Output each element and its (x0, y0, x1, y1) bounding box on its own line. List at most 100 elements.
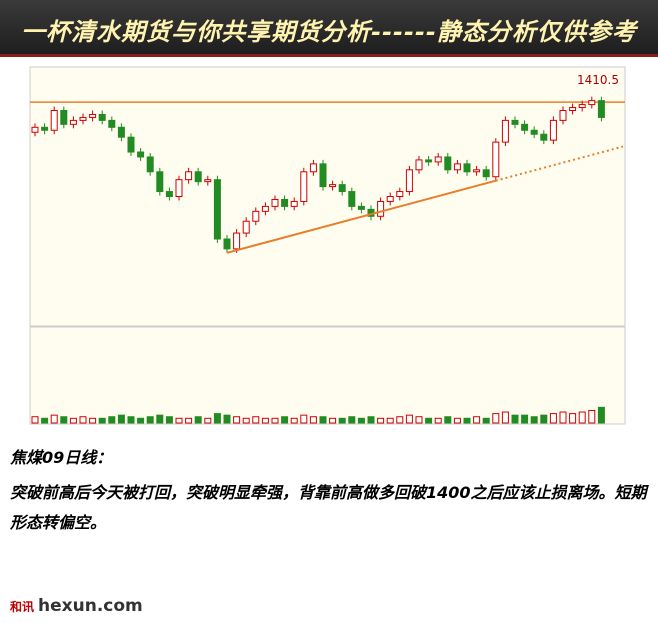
chart: 1410.5 (29, 66, 626, 425)
candle-body (175, 179, 183, 197)
volume-bar (492, 413, 500, 424)
header: 一杯清水期货与你共享期货分析------静态分析仅供参考 (0, 0, 658, 57)
volume-bar (213, 413, 221, 424)
candle-body (530, 129, 538, 135)
volume-bar (223, 414, 231, 424)
volume-bar (290, 417, 298, 424)
candle-body (204, 179, 212, 183)
volume-bar (329, 417, 337, 424)
candle-body (377, 200, 385, 217)
volume-bar (60, 416, 68, 424)
volume-bar (530, 416, 538, 424)
candle-body (146, 156, 154, 173)
volume-bar (261, 417, 269, 424)
candle-body (319, 163, 327, 188)
candle-body (386, 196, 394, 202)
candle-body (348, 191, 356, 207)
volume-bar (425, 417, 433, 424)
caption-body: 突破前高后今天被打回，突破明显牵强，背靠前高做多回破1400之后应该止损离场。短… (10, 483, 647, 532)
volume-bar (569, 413, 577, 424)
volume-bar (482, 417, 490, 424)
volume-bar (338, 417, 346, 424)
candle-body (597, 100, 605, 118)
volume-bar (473, 416, 481, 424)
volume-bar (309, 416, 317, 424)
volume-bar (137, 417, 145, 424)
volume-bar (386, 417, 394, 424)
candle-body (338, 184, 346, 193)
volume-bar (175, 417, 183, 424)
volume-bar (319, 416, 327, 424)
candle-body (41, 126, 49, 131)
volume-bar (549, 413, 557, 424)
candle-body (108, 119, 116, 128)
candle-body (261, 205, 269, 212)
price-panel (29, 66, 626, 327)
trendline-extension (495, 145, 624, 182)
candle-body (281, 198, 289, 207)
volume-panel (29, 326, 626, 425)
volume-bar (511, 414, 519, 424)
candle-body (137, 151, 145, 158)
candle-body (309, 163, 317, 173)
candle-body (425, 159, 433, 163)
volume-bar (367, 416, 375, 424)
candle-body (89, 113, 97, 118)
candle-body (559, 110, 567, 121)
candle-body (223, 238, 231, 250)
volume-bar (146, 416, 154, 424)
candle-body (156, 171, 164, 193)
candle-body (578, 104, 586, 109)
candle-body (540, 133, 548, 141)
volume-bar (50, 414, 58, 424)
volume-bar (396, 416, 404, 424)
footer-logo: hexun.com (38, 596, 143, 616)
candle-body (271, 198, 279, 207)
volume-bar (185, 417, 193, 424)
candle-body (194, 171, 202, 183)
candle-body (396, 191, 404, 198)
candle-body (60, 110, 68, 125)
volume-bar (434, 417, 442, 424)
volume-bar (281, 416, 289, 424)
candle-body (463, 163, 471, 173)
candle-body (233, 232, 241, 250)
volume-bar (559, 411, 567, 424)
candle-body (415, 159, 423, 171)
candle-body (165, 191, 173, 198)
candle-body (501, 119, 509, 143)
volume-bar (597, 406, 605, 424)
volume-bar (444, 416, 452, 424)
volume-bar (117, 414, 125, 424)
candle-body (357, 205, 365, 210)
volume-bar (405, 414, 413, 424)
volume-bar (377, 417, 385, 424)
candle-body (69, 119, 77, 125)
trendline (226, 179, 497, 254)
candle-body (473, 169, 481, 173)
footer: 和讯 hexun.com (10, 596, 143, 616)
candle-body (127, 136, 135, 153)
candle-body (444, 156, 452, 171)
candle-body (213, 179, 221, 240)
volume-bar (521, 414, 529, 424)
volume-bar (540, 414, 548, 424)
volume-bar (415, 416, 423, 424)
candle-body (405, 169, 413, 193)
volume-bar (79, 416, 87, 424)
volume-bar (453, 417, 461, 424)
candle-body (290, 200, 298, 207)
volume-bar (300, 414, 308, 424)
volume-bar (156, 414, 164, 424)
candle-body (434, 156, 442, 163)
candle-body (549, 119, 557, 141)
candle-body (117, 126, 125, 138)
volume-bar (204, 417, 212, 424)
volume-bar (252, 416, 260, 424)
volume-bar (108, 416, 116, 424)
candle-body (453, 163, 461, 171)
volume-bar (69, 417, 77, 424)
volume-bar (271, 417, 279, 424)
volume-bar (89, 417, 97, 424)
volume-bar (31, 416, 39, 424)
